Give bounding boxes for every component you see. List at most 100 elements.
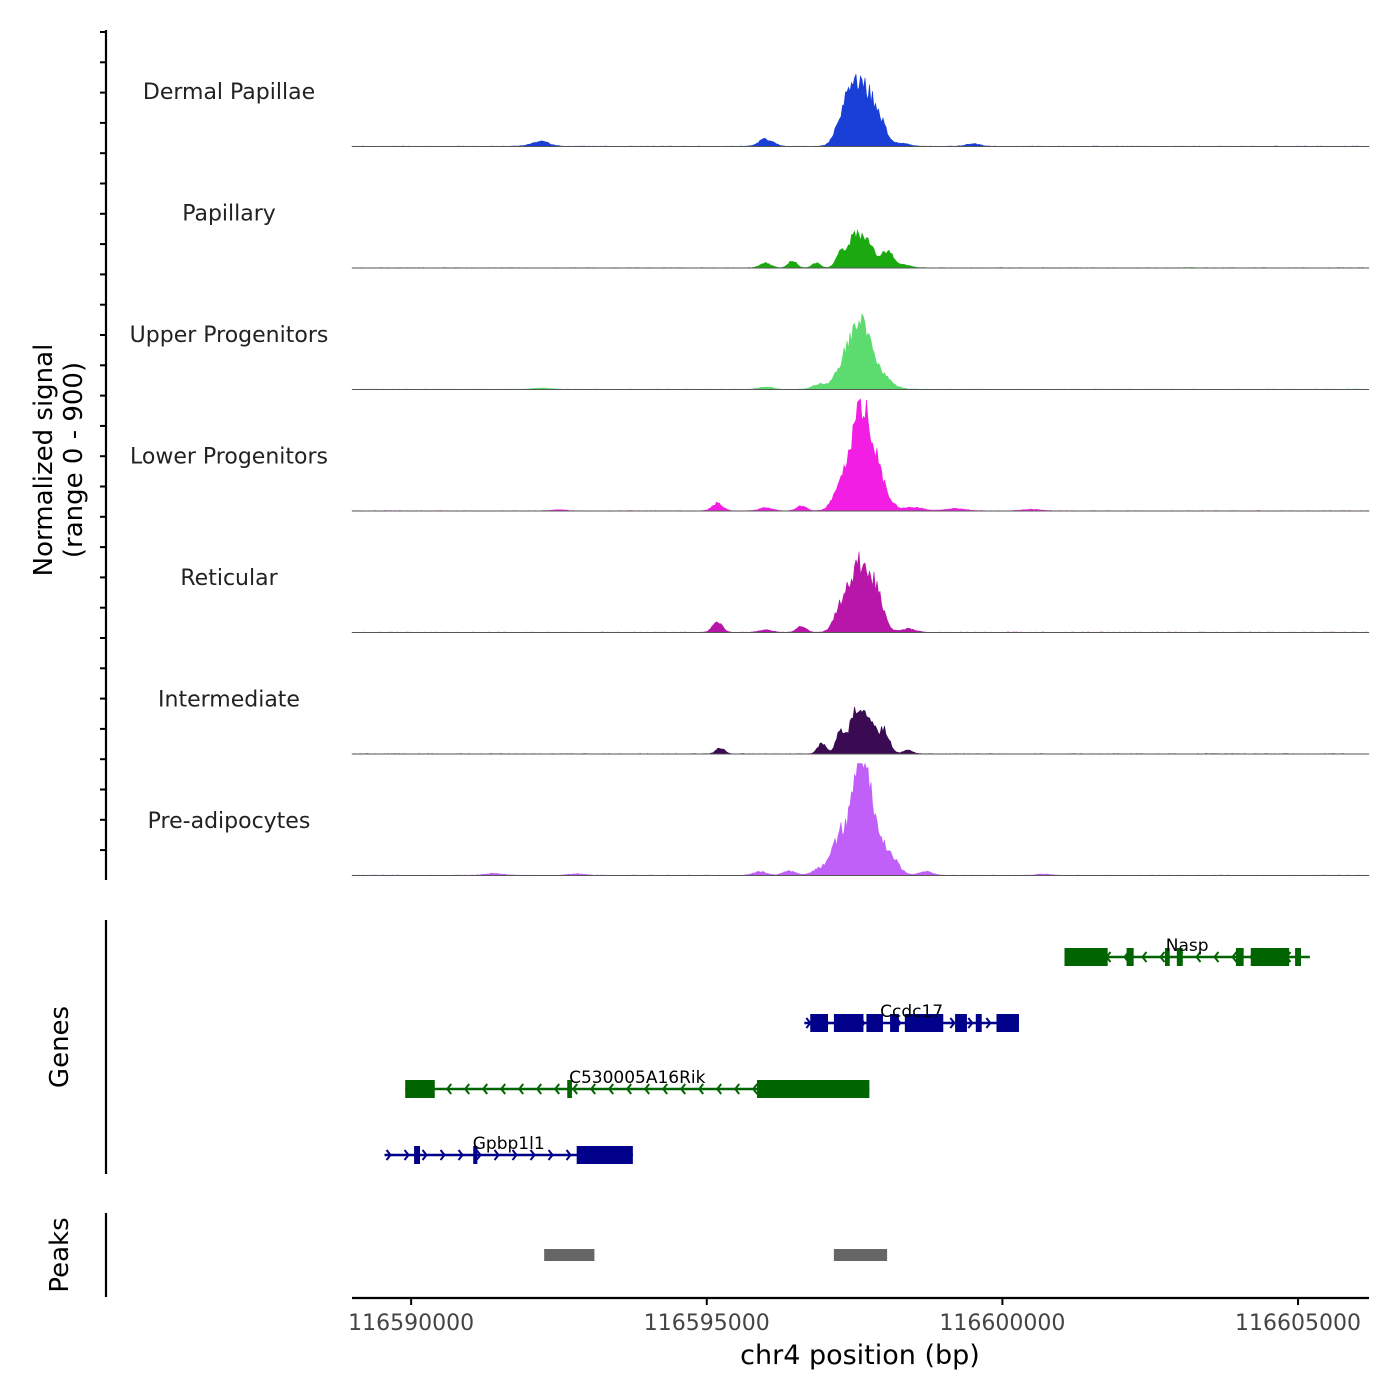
exon <box>1295 948 1302 966</box>
signal-area <box>351 762 1370 876</box>
track-label: Dermal Papillae <box>143 80 315 105</box>
exon <box>1064 948 1108 966</box>
exon <box>1250 948 1290 966</box>
signal-ylabel: Normalized signal <box>29 344 59 577</box>
exon <box>975 1014 982 1032</box>
track-label: Upper Progenitors <box>130 323 329 348</box>
x-axis-ticks: 116590000 116595000 116600000 116605000 <box>348 1298 1361 1336</box>
strand-arrow <box>535 1083 542 1095</box>
track-intermediate: Intermediate <box>158 688 1370 755</box>
strand-arrow <box>751 1083 758 1095</box>
exon <box>1126 948 1134 966</box>
x-tick-label: 116605000 <box>1235 1311 1361 1336</box>
gene-ccdc17: Ccdc17 <box>804 1002 1019 1032</box>
signal-area <box>351 312 1370 390</box>
track-dermal-papillae: Dermal Papillae <box>143 74 1370 147</box>
genes-label: Genes <box>45 1006 75 1088</box>
track-label: Intermediate <box>158 688 300 713</box>
strand-arrow <box>511 1149 518 1161</box>
exon <box>405 1080 435 1098</box>
strand-arrow <box>499 1083 506 1095</box>
signal-area <box>351 74 1370 147</box>
exon <box>414 1146 420 1164</box>
signal-range-label: (range 0 - 900) <box>59 362 89 558</box>
strand-arrow <box>1141 951 1148 963</box>
exon <box>890 1014 899 1032</box>
strand-arrow <box>571 1083 578 1095</box>
exon <box>996 1014 1019 1032</box>
strand-arrow <box>1195 951 1202 963</box>
peak-region <box>833 1249 888 1261</box>
strand-arrow <box>1231 951 1238 963</box>
gene-name: C530005A16Rik <box>569 1068 706 1088</box>
signal-y-axis-ticks <box>100 31 106 852</box>
exon <box>955 1014 967 1032</box>
gene-name: Gpbp1l1 <box>473 1134 545 1154</box>
strand-arrow <box>679 1083 686 1095</box>
exon <box>1165 948 1170 966</box>
strand-arrow <box>547 1149 554 1161</box>
strand-arrow <box>385 1149 392 1161</box>
strand-arrow <box>1213 951 1220 963</box>
strand-arrow <box>517 1083 524 1095</box>
strand-arrow <box>661 1083 668 1095</box>
strand-arrow <box>403 1149 410 1161</box>
signal-area <box>351 229 1370 269</box>
track-label: Papillary <box>182 202 276 227</box>
gene-name: Ccdc17 <box>880 1002 943 1022</box>
track-pre-adipocytes: Pre-adipocytes <box>148 762 1370 876</box>
strand-arrow <box>475 1149 482 1161</box>
strand-arrow <box>607 1083 614 1095</box>
x-axis-label: chr4 position (bp) <box>740 1340 980 1371</box>
exon <box>757 1080 870 1098</box>
strand-arrow <box>589 1083 596 1095</box>
strand-arrow <box>421 1149 428 1161</box>
signal-area <box>351 551 1370 633</box>
strand-arrow <box>985 1017 992 1029</box>
strand-arrow <box>625 1083 632 1095</box>
strand-arrow <box>733 1083 740 1095</box>
x-tick-label: 116600000 <box>939 1311 1065 1336</box>
gene-annotations: Nasp Ccdc17 C530005A16Rik Gpbp1l1 <box>384 936 1310 1164</box>
gene-name: Nasp <box>1166 936 1209 956</box>
signal-area <box>351 706 1370 755</box>
track-lower-progenitors: Lower Progenitors <box>130 398 1370 512</box>
strand-arrow <box>1159 951 1166 963</box>
strand-arrow <box>643 1083 650 1095</box>
track-label: Pre-adipocytes <box>148 809 311 834</box>
gene-nasp: Nasp <box>1064 936 1310 966</box>
exon <box>904 1014 944 1032</box>
strand-arrow <box>463 1083 470 1095</box>
strand-arrow <box>565 1149 572 1161</box>
x-tick-label: 116590000 <box>348 1311 474 1336</box>
strand-arrow <box>439 1149 446 1161</box>
strand-arrow <box>697 1083 704 1095</box>
strand-arrow <box>529 1149 536 1161</box>
peak-regions <box>544 1249 888 1261</box>
strand-arrow <box>949 1017 956 1029</box>
track-papillary: Papillary <box>182 202 1370 269</box>
strand-arrow <box>445 1083 452 1095</box>
gene-gpbp1l1: Gpbp1l1 <box>384 1134 633 1164</box>
track-reticular: Reticular <box>180 551 1370 633</box>
signal-area <box>351 398 1370 512</box>
strand-arrow <box>715 1083 722 1095</box>
exon <box>866 1014 883 1032</box>
signal-tracks: Dermal Papillae Papillary Upper Progenitor… <box>130 74 1370 876</box>
track-upper-progenitors: Upper Progenitors <box>130 312 1370 390</box>
exon <box>473 1146 478 1164</box>
exon <box>567 1080 572 1098</box>
peaks-label: Peaks <box>45 1217 75 1292</box>
strand-arrow <box>481 1083 488 1095</box>
peak-region <box>544 1249 595 1261</box>
exon <box>1235 948 1244 966</box>
strand-arrow <box>967 1017 974 1029</box>
strand-arrow <box>457 1149 464 1161</box>
x-tick-label: 116595000 <box>644 1311 770 1336</box>
gene-c530005a16rik: C530005A16Rik <box>405 1068 870 1098</box>
strand-arrow <box>493 1149 500 1161</box>
strand-arrow <box>553 1083 560 1095</box>
exon <box>833 1014 864 1032</box>
track-label: Lower Progenitors <box>130 445 328 470</box>
